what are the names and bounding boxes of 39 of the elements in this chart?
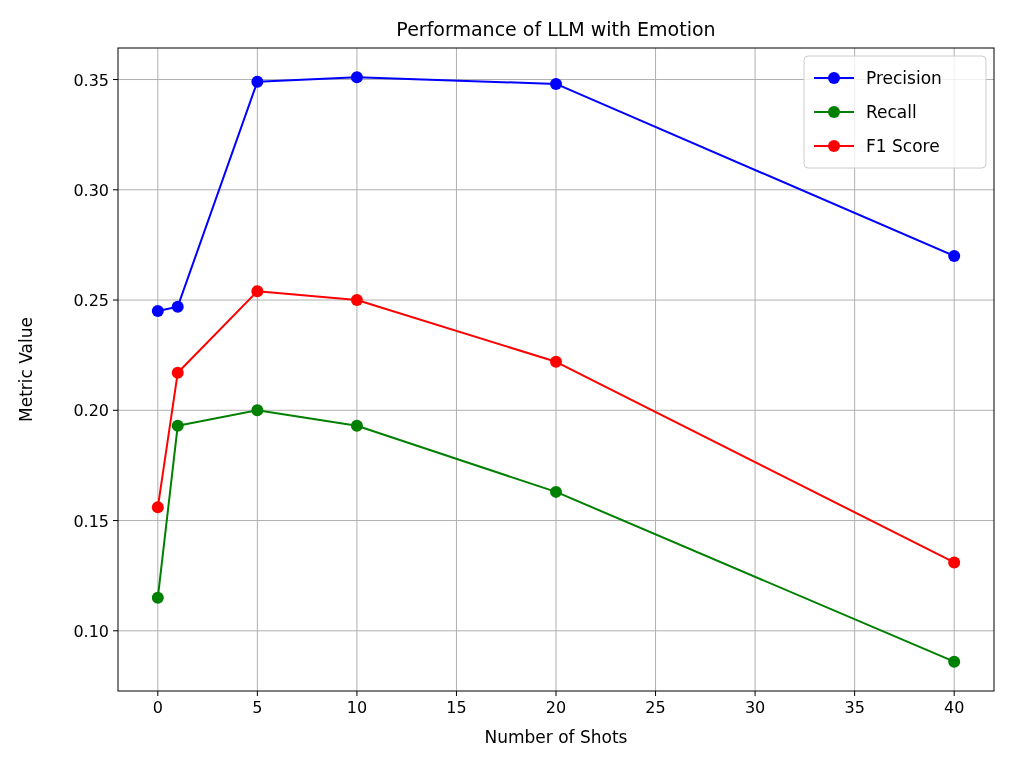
point xyxy=(948,249,961,262)
y-tick-label: 0.30 xyxy=(73,180,109,200)
point xyxy=(151,591,164,604)
point xyxy=(251,285,264,298)
x-tick-label: 15 xyxy=(446,698,467,717)
legend-label: F1 Score xyxy=(866,136,940,156)
y-axis-title: Metric Value xyxy=(16,317,36,422)
x-axis-title: Number of Shots xyxy=(484,727,628,747)
x-tick-label: 10 xyxy=(346,698,368,717)
point xyxy=(251,404,264,417)
point xyxy=(350,71,363,84)
y-tick-label: 0.20 xyxy=(73,401,109,421)
point xyxy=(171,300,184,313)
chart-title: Performance of LLM with Emotion xyxy=(396,18,716,40)
legend-label: Precision xyxy=(866,68,942,88)
x-tick-label: 40 xyxy=(944,698,965,717)
point xyxy=(350,419,363,432)
x-tick-label: 30 xyxy=(744,698,766,717)
x-tick-label: 25 xyxy=(645,698,666,717)
point xyxy=(550,485,562,498)
y-tick-label: 0.35 xyxy=(73,70,109,90)
point xyxy=(948,556,961,569)
x-tick-label: 20 xyxy=(545,698,567,717)
y-tick-label: 0.25 xyxy=(73,291,109,311)
x-tick-label: 0 xyxy=(152,698,163,717)
point xyxy=(550,355,562,368)
point xyxy=(948,655,961,668)
point xyxy=(550,77,562,90)
point xyxy=(251,75,264,88)
y-tick-label: 0.10 xyxy=(73,621,109,641)
legend-label: Recall xyxy=(866,102,917,122)
x-tick-label: 5 xyxy=(252,698,263,717)
y-tick-label: 0.15 xyxy=(73,511,109,531)
point xyxy=(151,501,164,514)
x-tick-label: 35 xyxy=(844,698,865,717)
point xyxy=(171,366,184,379)
point xyxy=(151,305,164,318)
point xyxy=(171,419,184,432)
point xyxy=(350,294,363,307)
